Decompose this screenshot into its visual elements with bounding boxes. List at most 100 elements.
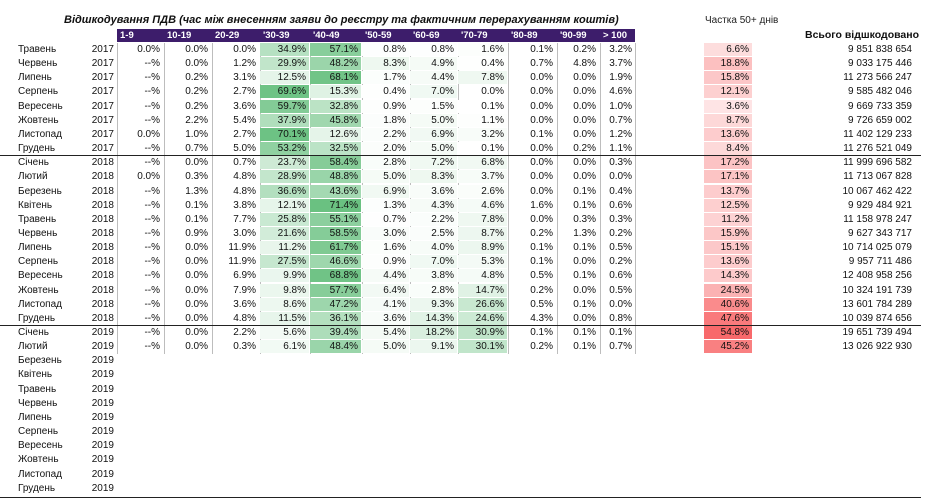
heat-cell: 0.0% [185, 298, 208, 310]
heat-cell: 0.0% [573, 128, 596, 140]
bucket-header: '70-79 [461, 30, 488, 41]
heat-cell: 1.6% [362, 241, 409, 255]
heat-cell: --% [144, 341, 160, 353]
heat-cell: 6.4% [362, 283, 409, 297]
heat-cell: 48.8% [310, 170, 361, 184]
heat-cell: --% [144, 298, 160, 310]
heat-cell: 3.2% [458, 127, 507, 141]
row-year: 2019 [91, 440, 114, 452]
heat-cell: 4.9% [410, 57, 457, 71]
heat-cell: 26.6% [458, 297, 507, 311]
row-month: Лютий [18, 171, 48, 183]
heat-cell: 0.1% [530, 242, 553, 254]
row-year: 2019 [91, 327, 114, 338]
heat-cell: 1.8% [362, 113, 409, 127]
heat-cell: 4.4% [410, 71, 457, 85]
heat-cell: 0.0% [185, 327, 208, 338]
heat-cell: 0.0% [573, 284, 596, 296]
heat-cell: 48.4% [310, 340, 361, 354]
row-year: 2017 [91, 114, 114, 126]
row-month: Жовтень [18, 284, 59, 296]
heat-cell: 2.7% [233, 128, 256, 140]
heat-cell: 5.0% [410, 113, 457, 127]
heat-cell: 0.5% [609, 242, 632, 254]
row-month: Жовтень [18, 454, 59, 466]
heat-cell: --% [144, 312, 160, 324]
column-separator [508, 43, 509, 355]
heat-cell: 4.3% [410, 198, 457, 212]
heat-cell: 9.3% [410, 297, 457, 311]
heat-cell: 3.6% [233, 298, 256, 310]
heat-cell: 4.4% [362, 269, 409, 283]
heat-cell: 0.7% [609, 341, 632, 353]
heat-cell: --% [144, 86, 160, 98]
heat-cell: 6.8% [458, 156, 507, 170]
row-month: Липень [18, 72, 52, 84]
bucket-header: '30-39 [263, 30, 290, 41]
bucket-header: '80-89 [511, 30, 538, 41]
row-year: 2019 [91, 383, 114, 395]
heat-cell: 0.0% [530, 185, 553, 197]
row-year: 2019 [91, 397, 114, 409]
heat-cell: 0.8% [410, 43, 457, 56]
heat-cell: 4.8% [233, 312, 256, 324]
heat-cell: 0.7% [233, 157, 256, 169]
total-refunded-cell: 19 651 739 494 [842, 327, 912, 338]
row-year: 2018 [91, 213, 114, 225]
heat-cell: 0.0% [185, 157, 208, 169]
row-month: Квітень [18, 369, 53, 381]
row-year: 2019 [91, 426, 114, 438]
heat-cell: 5.4% [362, 326, 409, 339]
row-year: 2018 [91, 199, 114, 211]
share-column-title: Частка 50+ днів [705, 15, 779, 26]
heat-cell: --% [144, 199, 160, 211]
heat-cell: 8.3% [362, 57, 409, 71]
heat-cell: --% [144, 227, 160, 239]
heat-cell: 0.0% [185, 312, 208, 324]
row-year: 2018 [91, 312, 114, 324]
heat-cell: 0.2% [185, 100, 208, 112]
heat-cell: 0.3% [609, 213, 632, 225]
heat-cell: 39.4% [310, 326, 361, 339]
heat-cell: 9.8% [260, 283, 309, 297]
total-refunded-cell: 11 402 129 233 [843, 128, 912, 140]
heat-cell: 36.1% [310, 311, 361, 325]
total-refunded-cell: 10 067 462 422 [842, 185, 912, 197]
bucket-header: '60-69 [413, 30, 440, 41]
heat-cell: 0.3% [233, 341, 256, 353]
heat-cell: 0.7% [185, 143, 208, 155]
heat-cell: 0.0% [530, 213, 553, 225]
heat-cell: 14.7% [458, 283, 507, 297]
row-year: 2019 [91, 341, 114, 353]
heat-cell: 3.6% [362, 311, 409, 325]
total-refunded-cell: 10 714 025 079 [842, 242, 912, 254]
heat-cell: 36.6% [260, 184, 309, 198]
row-year: 2019 [91, 482, 114, 494]
heat-cell: 0.7% [530, 58, 553, 70]
heat-cell: 7.0% [410, 85, 457, 99]
column-separator [212, 43, 213, 355]
total-refunded-cell: 9 957 711 486 [848, 256, 912, 268]
heat-cell: --% [144, 58, 160, 70]
heat-cell: --% [144, 72, 160, 84]
heat-cell: --% [144, 327, 160, 338]
heat-cell: 0.0% [137, 171, 160, 183]
heat-cell: 4.8% [458, 269, 507, 283]
heat-cell: 1.2% [233, 58, 256, 70]
heat-cell: 23.7% [260, 156, 309, 170]
row-month: Листопад [18, 298, 62, 310]
heat-cell: 4.8% [233, 185, 256, 197]
heat-cell: 30.9% [458, 326, 507, 339]
heat-cell: 3.6% [410, 184, 457, 198]
share-50-plus-cell: 12.5% [704, 198, 752, 212]
heat-cell: 68.1% [310, 71, 361, 85]
row-year: 2019 [91, 369, 114, 381]
heat-cell: 6.1% [260, 340, 309, 354]
row-month: Серпень [18, 86, 59, 98]
heat-cell: 0.0% [137, 44, 160, 55]
heat-cell: 9.1% [410, 340, 457, 354]
heat-cell: 0.4% [609, 185, 632, 197]
heat-cell: 0.0% [137, 128, 160, 140]
heat-cell: 2.8% [410, 283, 457, 297]
heat-cell: 57.7% [310, 283, 361, 297]
